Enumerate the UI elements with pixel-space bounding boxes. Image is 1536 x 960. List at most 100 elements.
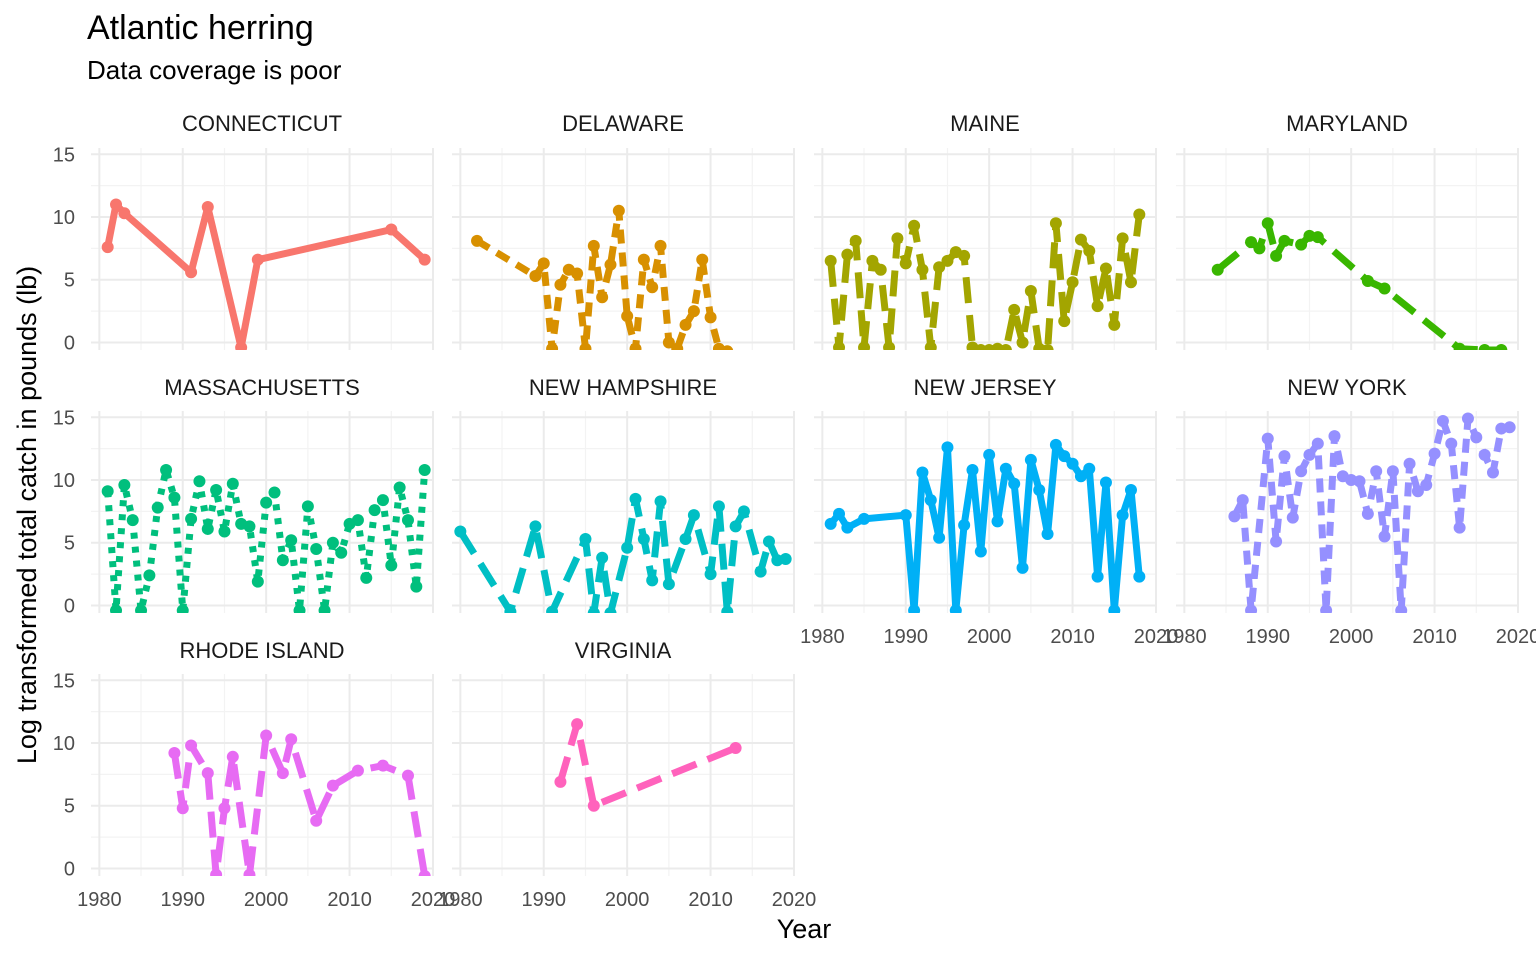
y-tick-label: 0 [64, 858, 75, 880]
series-massachusetts [101, 463, 431, 613]
y-axis-title: Log transformed total catch in pounds (l… [12, 266, 42, 764]
data-point [908, 219, 921, 232]
data-point [260, 729, 273, 742]
data-point [654, 495, 667, 508]
series-maine [824, 208, 1146, 350]
data-point [529, 269, 542, 282]
facet-massachusetts: MASSACHUSETTS 0 5 10 15 [53, 375, 434, 617]
data-point [276, 554, 289, 567]
data-point [966, 463, 979, 476]
facet-label-maryland: MARYLAND [1286, 111, 1408, 136]
series-new-hampshire [454, 492, 792, 613]
data-point [251, 575, 264, 588]
facet-label-delaware: DELAWARE [562, 111, 684, 136]
y-tick-label: 10 [53, 733, 75, 755]
data-point [554, 278, 567, 291]
data-point [662, 578, 675, 591]
facet-delaware: DELAWARE [452, 111, 795, 350]
data-point [1378, 530, 1391, 543]
data-point [933, 261, 946, 274]
data-point [883, 341, 896, 350]
data-point [1074, 233, 1087, 246]
data-point [218, 802, 231, 815]
data-point [1370, 465, 1383, 478]
x-tick-label: 1990 [522, 889, 567, 911]
data-point [1124, 276, 1137, 289]
data-point [1099, 476, 1112, 489]
data-point [1049, 217, 1062, 230]
chart-title: Atlantic herring [87, 9, 314, 47]
data-point [866, 254, 879, 267]
data-point [351, 764, 364, 777]
data-point [1108, 604, 1121, 613]
data-point [285, 733, 298, 746]
data-point [858, 341, 871, 350]
data-point [201, 767, 214, 780]
data-point [118, 479, 131, 492]
data-point [1245, 604, 1258, 613]
x-tick-label: 2000 [1329, 626, 1374, 648]
facet-new-york: NEW YORK 1980 1990 2000 2010 2020 [1162, 375, 1536, 648]
data-point [833, 507, 846, 520]
data-point [537, 257, 550, 270]
data-point [1503, 421, 1516, 434]
data-point [326, 536, 339, 549]
data-point [637, 532, 650, 545]
data-point [1270, 249, 1283, 262]
y-tick-label: 0 [64, 595, 75, 617]
data-point [841, 521, 854, 534]
data-point [874, 263, 887, 276]
data-point [226, 750, 239, 763]
facet-rhode-island: RHODE ISLAND 0 5 10 15 1980 1990 2000 2010 2020 [53, 638, 456, 911]
facet-label-maine: MAINE [950, 111, 1020, 136]
data-point [933, 531, 946, 544]
data-point [201, 522, 214, 535]
x-tick-label: 1980 [438, 889, 483, 911]
data-point [176, 802, 189, 815]
data-point [1378, 282, 1391, 295]
data-point [983, 448, 996, 461]
data-point [1245, 236, 1258, 249]
data-point [1395, 604, 1408, 613]
chart-subtitle: Data coverage is poor [87, 55, 342, 85]
data-point [285, 534, 298, 547]
data-point [662, 336, 675, 349]
data-point [916, 263, 929, 276]
data-point [110, 198, 123, 211]
facet-label-new-jersey: NEW JERSEY [913, 375, 1056, 400]
data-point [1016, 336, 1029, 349]
data-point [858, 512, 871, 525]
data-point [418, 463, 431, 476]
data-point [210, 868, 223, 876]
x-tick-label: 2010 [327, 889, 372, 911]
y-tick-label: 0 [64, 332, 75, 354]
x-tick-label: 2010 [1412, 626, 1457, 648]
data-point [243, 868, 256, 876]
x-tick-label: 1980 [800, 626, 845, 648]
data-point [587, 239, 600, 252]
data-point [168, 747, 181, 760]
y-tick-label: 5 [64, 796, 75, 818]
data-point [1024, 453, 1037, 466]
data-point [958, 249, 971, 262]
data-point [687, 509, 700, 522]
data-point [360, 571, 373, 584]
data-point [554, 775, 567, 788]
data-point [646, 281, 659, 294]
data-point [604, 258, 617, 271]
data-point [824, 517, 837, 530]
x-tick-label: 1980 [77, 889, 122, 911]
x-tick-label: 2020 [772, 889, 817, 911]
data-point [1286, 511, 1299, 524]
x-tick-label: 1990 [1246, 626, 1291, 648]
data-point [1058, 450, 1071, 463]
y-tick-label: 15 [53, 144, 75, 166]
data-point [579, 342, 592, 350]
data-point [1303, 448, 1316, 461]
data-point [1453, 342, 1466, 350]
data-point [1083, 462, 1096, 475]
x-tick-label: 2020 [1134, 626, 1179, 648]
data-point [418, 253, 431, 266]
x-tick-label: 1990 [161, 889, 206, 911]
series-new-york [1228, 412, 1516, 613]
